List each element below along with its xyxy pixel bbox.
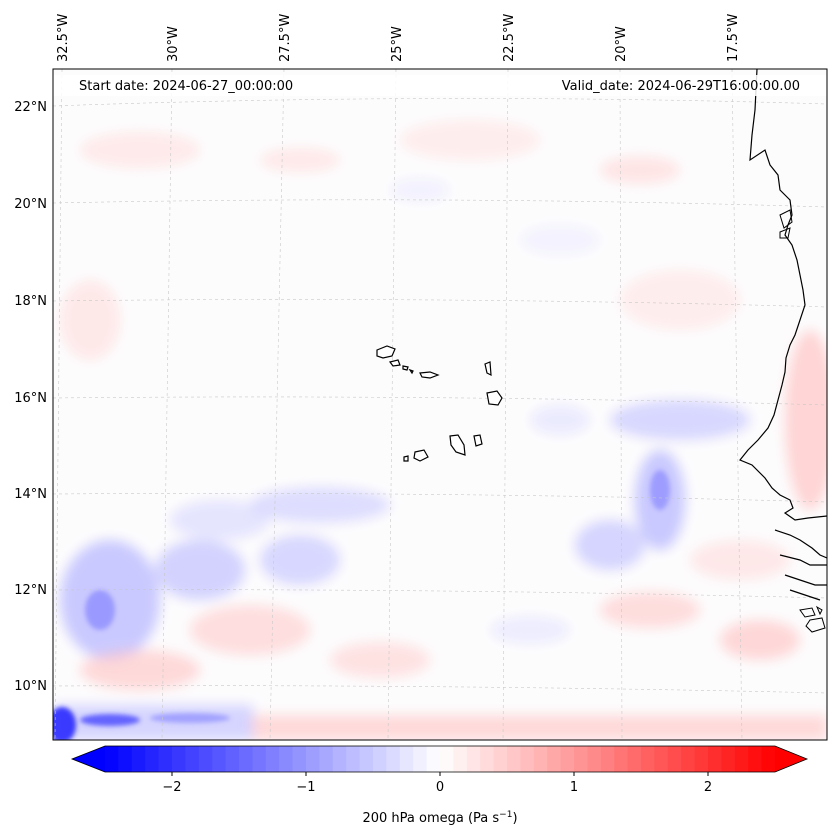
colorbar-segment: [373, 746, 387, 772]
lat-label: 10°N: [14, 679, 47, 694]
colorbar-segment: [252, 746, 267, 772]
canary-fragments: [779, 209, 793, 239]
colorbar-segment: [212, 746, 227, 772]
lon-label: 20°W: [614, 26, 629, 62]
colorbar-segment: [265, 746, 280, 772]
colorbar: [70, 745, 809, 773]
colorbar-segment: [225, 746, 240, 772]
colorbar-segment: [453, 746, 468, 772]
colorbar-tick-marks: [171, 772, 709, 776]
map-frame: [52, 68, 828, 741]
colorbar-extend-max: [775, 746, 807, 772]
colorbar-segment: [681, 746, 696, 772]
colorbar-segment: [172, 746, 186, 772]
colorbar-segment: [721, 746, 736, 772]
header-band: [53, 75, 827, 96]
guinea-bissau-islands: [799, 605, 826, 633]
cape-verde-islands: [376, 345, 503, 462]
colorbar-segment: [734, 746, 749, 772]
colorbar-segment: [574, 746, 588, 772]
lat-label: 22°N: [14, 100, 47, 115]
colorbar-tick: −1: [296, 780, 315, 795]
colorbar-segment: [694, 746, 709, 772]
gridlines: [53, 69, 827, 740]
colorbar-segment: [292, 746, 307, 772]
colorbar-segment: [600, 746, 615, 772]
colorbar-segment: [520, 746, 535, 772]
africa-coastline-2: [774, 529, 827, 601]
lon-label: 22.5°W: [502, 14, 517, 62]
lon-label: 25°W: [390, 26, 405, 62]
colorbar-segment: [185, 746, 200, 772]
colorbar-segment: [158, 746, 173, 772]
longitude-labels: 32.5°W 30°W 27.5°W 25°W 22.5°W 20°W 17.5…: [56, 14, 741, 62]
colorbar-segment: [587, 746, 602, 772]
colorbar-segment: [145, 746, 160, 772]
colorbar-segment: [533, 746, 548, 772]
colorbar-segment: [332, 746, 347, 772]
colorbar-tick: −2: [162, 780, 181, 795]
colorbar-segment: [480, 746, 495, 772]
colorbar-segment: [105, 746, 119, 772]
colorbar-segment: [560, 746, 575, 772]
colorbar-segment: [306, 746, 320, 772]
colorbar-segment: [279, 746, 294, 772]
colorbar-tick: 0: [436, 780, 444, 795]
colorbar-segment: [346, 746, 361, 772]
colorbar-segment: [319, 746, 334, 772]
colorbar-segment: [440, 746, 454, 772]
omega-strong-cells: [53, 470, 670, 740]
colorbar-segment: [239, 746, 253, 772]
map-panel: [53, 69, 827, 740]
start-date-label: Start date: 2024-06-27_00:00:00: [79, 79, 293, 94]
colorbar-tick: 1: [570, 780, 578, 795]
colorbar-segment: [131, 746, 146, 772]
lat-label: 12°N: [14, 583, 47, 598]
lat-label: 18°N: [14, 294, 47, 309]
lat-label: 16°N: [14, 391, 47, 406]
colorbar-segment: [198, 746, 213, 772]
colorbar-segment: [493, 746, 508, 772]
colorbar-segment: [359, 746, 374, 772]
colorbar-segment: [708, 746, 722, 772]
lon-label: 30°W: [166, 26, 181, 62]
colorbar-segment: [627, 746, 642, 772]
colorbar-segment: [748, 746, 763, 772]
colorbar-tick: 2: [704, 780, 712, 795]
latitude-labels: 22°N 20°N 18°N 16°N 14°N 12°N 10°N: [14, 100, 47, 694]
omega-field: [53, 120, 827, 740]
colorbar-segment: [386, 746, 401, 772]
colorbar-segment: [426, 746, 441, 772]
colorbar-outline: [70, 745, 809, 773]
colorbar-ticks: −2 −1 0 1 2: [162, 780, 712, 795]
lon-label: 17.5°W: [726, 14, 741, 62]
colorbar-segment: [614, 746, 629, 772]
colorbar-segment: [761, 746, 776, 772]
colorbar-segment: [641, 746, 655, 772]
colorbar-segment: [399, 746, 414, 772]
colorbar-extend-min: [72, 746, 105, 772]
colorbar-segment: [466, 746, 481, 772]
lat-label: 20°N: [14, 197, 47, 212]
lon-label: 32.5°W: [56, 14, 71, 62]
colorbar-segment: [654, 746, 669, 772]
colorbar-segment: [507, 746, 521, 772]
lat-label: 14°N: [14, 487, 47, 502]
colorbar-segment: [413, 746, 428, 772]
valid-date-label: Valid_date: 2024-06-29T16:00:00.00: [562, 79, 800, 94]
colorbar-segment: [667, 746, 682, 772]
lon-label: 27.5°W: [278, 14, 293, 62]
colorbar-label: 200 hPa omega (Pa s−1): [362, 810, 517, 826]
africa-coastline: [739, 69, 827, 521]
colorbar-segment: [118, 746, 133, 772]
colorbar-segment: [547, 746, 562, 772]
